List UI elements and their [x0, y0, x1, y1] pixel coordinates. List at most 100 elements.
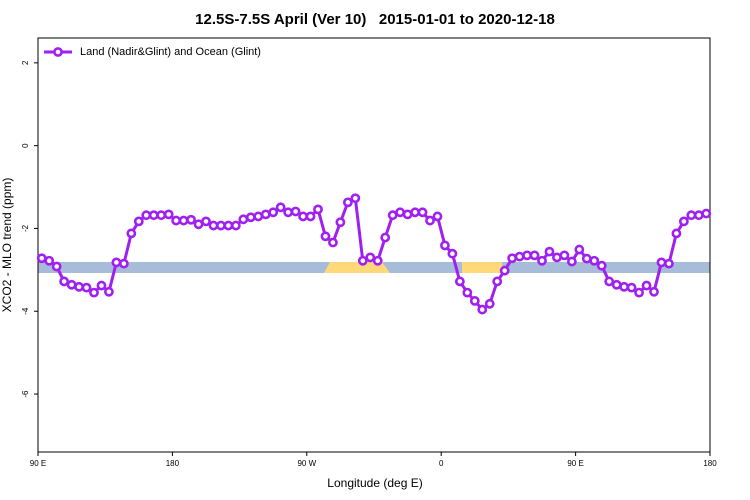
y-tick-label: -4: [21, 307, 30, 315]
data-point: [559, 250, 570, 261]
data-point: [81, 282, 92, 293]
data-point: [118, 258, 129, 269]
data-point: [201, 216, 211, 227]
x-tick-label: 90 E: [30, 459, 46, 468]
data-point: [664, 258, 674, 269]
data-point: [133, 216, 144, 227]
data-point: [208, 220, 219, 231]
data-point: [372, 255, 383, 266]
data-point: [104, 286, 114, 297]
x-tick-label: 90 E: [567, 459, 583, 468]
data-point: [574, 244, 585, 255]
y-tick-label: -6: [21, 390, 30, 398]
data-point: [589, 255, 600, 266]
data-point: [529, 250, 540, 261]
x-axis-label: Longitude (deg E): [327, 476, 422, 490]
data-point: [619, 281, 630, 292]
data-point: [537, 255, 547, 266]
data-point: [223, 220, 234, 231]
data-point: [522, 250, 532, 261]
data-point: [171, 215, 182, 226]
data-point: [245, 212, 256, 223]
data-point: [395, 207, 406, 218]
data-point: [514, 251, 525, 262]
plot-frame: [37, 37, 711, 453]
data-point: [283, 207, 294, 218]
data-point: [193, 219, 204, 230]
data-point: [178, 215, 189, 226]
land-strip: [462, 262, 502, 273]
data-point: [126, 228, 137, 239]
x-tick-label: 0: [439, 459, 444, 468]
data-point: [656, 257, 667, 268]
data-point: [678, 216, 689, 227]
data-point: [686, 210, 697, 221]
data-point: [701, 208, 712, 219]
data-point: [111, 257, 122, 268]
data-point: [566, 256, 577, 267]
data-point: [365, 252, 376, 263]
data-point: [634, 287, 644, 298]
data-point: [357, 255, 368, 266]
data-point: [163, 209, 174, 220]
data-point: [320, 231, 331, 242]
data-point: [253, 211, 264, 222]
data-point: [596, 260, 607, 271]
data-point: [268, 207, 279, 218]
data-point: [216, 220, 226, 231]
y-axis-label: XCO2 - MLO trend (ppm): [0, 178, 14, 313]
data-point: [440, 240, 450, 251]
data-point: [350, 193, 361, 204]
data-point: [544, 246, 555, 257]
data-point: [186, 214, 196, 225]
data-point: [410, 207, 420, 218]
data-point: [447, 248, 458, 259]
data-point: [298, 211, 308, 222]
x-tick-label: 180: [166, 459, 180, 468]
legend-marker: [53, 47, 63, 57]
data-point: [141, 210, 152, 221]
data-point: [96, 280, 107, 291]
data-point: [66, 279, 77, 290]
data-point: [275, 202, 286, 213]
data-point: [649, 286, 659, 297]
chart-title: 12.5S-7.5S April (Ver 10) 2015-01-01 to …: [195, 11, 555, 28]
data-point: [313, 204, 323, 215]
data-point: [342, 197, 353, 208]
data-point: [425, 215, 435, 226]
data-point: [230, 220, 241, 231]
data-point: [552, 252, 562, 263]
x-tick-label: 90 W: [297, 459, 316, 468]
data-point: [74, 281, 84, 292]
data-point: [581, 253, 592, 264]
data-point: [626, 282, 637, 293]
data-point: [402, 209, 413, 220]
data-point: [305, 211, 316, 222]
data-point: [492, 276, 503, 287]
data-point: [693, 210, 704, 221]
data-point: [507, 253, 518, 264]
data-point: [499, 265, 510, 276]
data-point: [148, 210, 159, 221]
data-point: [380, 232, 391, 243]
data-point: [335, 217, 346, 228]
data-point: [260, 209, 271, 220]
data-point: [51, 261, 62, 272]
y-tick-label: -2: [21, 224, 30, 232]
data-point: [462, 287, 473, 298]
data-point: [611, 279, 622, 290]
data-point: [432, 211, 443, 222]
data-point: [156, 210, 167, 221]
data-point: [89, 287, 99, 298]
map-strip: [38, 262, 710, 273]
data-point: [44, 255, 55, 266]
data-point: [387, 210, 398, 221]
data-point: [59, 276, 70, 287]
data-point: [469, 295, 480, 306]
data-point: [238, 214, 249, 225]
data-point: [454, 276, 465, 287]
legend-label: Land (Nadir&Glint) and Ocean (Glint): [80, 46, 261, 58]
data-point: [484, 298, 495, 309]
x-tick-label: 180: [703, 459, 717, 468]
